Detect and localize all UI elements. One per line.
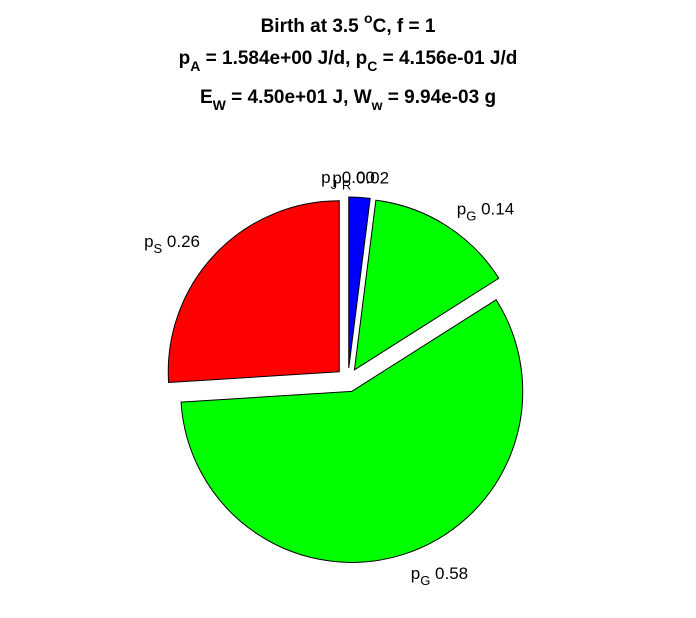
title-ew-value: = 4.50e+01 J, bbox=[226, 87, 354, 108]
slice-label-subscript: G bbox=[466, 209, 476, 224]
slice-label-symbol: p bbox=[321, 168, 330, 187]
slice-label-symbol: p bbox=[457, 200, 466, 219]
title-ww-subscript: w bbox=[371, 97, 383, 113]
title-pc-subscript: C bbox=[367, 58, 377, 74]
title-line1-degree: o bbox=[364, 10, 373, 26]
slice-label-symbol: p bbox=[144, 232, 153, 251]
title-pa-symbol: p bbox=[179, 48, 191, 69]
slice-label-subscript: S bbox=[154, 241, 163, 256]
title-pa-value: = 1.584e+00 J/d, bbox=[200, 48, 355, 69]
title-pc-value: = 4.156e-01 J/d bbox=[377, 48, 517, 69]
title-line1-prefix: Birth at 3.5 bbox=[261, 16, 364, 37]
slice-label-symbol: p bbox=[411, 564, 420, 583]
title-pa-subscript: A bbox=[190, 58, 200, 74]
chart-title-line-1: Birth at 3.5 oC, f = 1 bbox=[261, 10, 436, 37]
pie-slice-pG-2 bbox=[353, 199, 500, 371]
chart-title-line-2: pA = 1.584e+00 J/d, pC = 4.156e-01 J/d bbox=[179, 48, 518, 74]
slice-label-value: 0.02 bbox=[351, 168, 389, 187]
title-ww-value: = 9.94e-03 g bbox=[383, 87, 497, 108]
pie-slice-pS-4 bbox=[167, 200, 340, 384]
title-line1-suffix: C, f = 1 bbox=[373, 16, 436, 37]
pie-slices bbox=[167, 196, 524, 563]
slice-label-subscript: G bbox=[420, 573, 430, 588]
pie-slice-pR-1 bbox=[348, 196, 371, 369]
title-ww-symbol: W bbox=[354, 87, 372, 108]
slice-label-pG-3: pG 0.58 bbox=[411, 564, 468, 588]
slice-label-symbol: p bbox=[332, 168, 341, 187]
slice-label-value: 0.26 bbox=[162, 232, 200, 251]
title-ew-symbol: E bbox=[200, 87, 213, 108]
slice-label-pG-2: pG 0.14 bbox=[457, 200, 514, 224]
title-pc-symbol: p bbox=[356, 48, 368, 69]
slice-label-pS-4: pS 0.26 bbox=[144, 232, 200, 256]
slice-label-subscript: J bbox=[331, 177, 338, 192]
slice-label-value: 0.00 bbox=[337, 168, 375, 187]
slice-label-pJ-0: pJ 0.00 bbox=[321, 168, 375, 192]
title-ew-subscript: W bbox=[213, 97, 227, 113]
pie-slice-pG-3 bbox=[180, 299, 524, 563]
chart-title-line-3: EW = 4.50e+01 J, Ww = 9.94e-03 g bbox=[200, 87, 496, 113]
slice-label-pR-1: pR 0.02 bbox=[332, 168, 389, 192]
slice-label-value: 0.58 bbox=[430, 564, 468, 583]
slice-label-subscript: R bbox=[342, 177, 351, 192]
slice-label-value: 0.14 bbox=[476, 200, 514, 219]
